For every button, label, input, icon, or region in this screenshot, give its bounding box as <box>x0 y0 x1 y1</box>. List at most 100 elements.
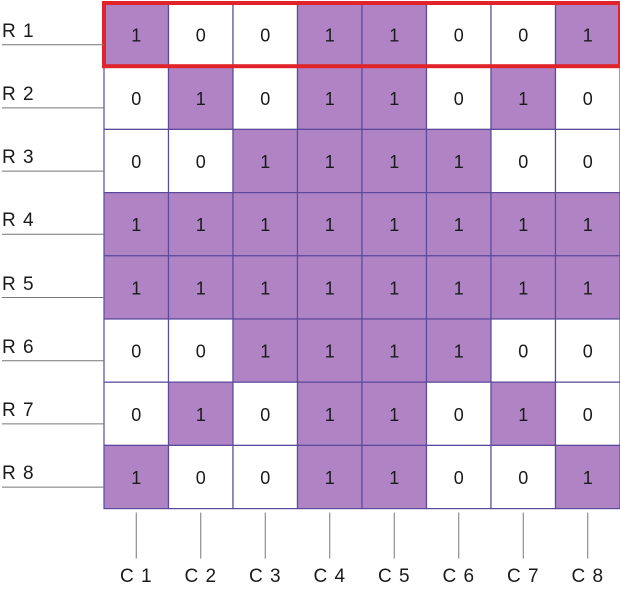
row-label: R 6 <box>2 336 35 358</box>
cell-value: 1 <box>518 89 528 109</box>
matrix-cell: 0 <box>425 381 492 447</box>
filled-cell-bg <box>232 192 299 257</box>
matrix-cell: 0 <box>103 128 170 194</box>
matrix-cell: 0 <box>554 65 620 130</box>
filled-cell-bg <box>232 128 299 194</box>
matrix-cell: 1 <box>554 2 620 67</box>
cell-value: 1 <box>131 215 141 235</box>
matrix-cell: 1 <box>296 444 363 510</box>
matrix-cell: 1 <box>296 381 363 447</box>
filled-cell-bg <box>361 318 428 383</box>
filled-cell-bg <box>296 255 363 320</box>
matrix-cell: 0 <box>232 444 299 510</box>
matrix-cell: 0 <box>425 2 492 67</box>
row-label: R 8 <box>2 463 35 485</box>
column-label: C 6 <box>442 566 476 587</box>
filled-cell-bg <box>490 381 557 447</box>
matrix-cell: 1 <box>490 255 557 320</box>
cell-value: 0 <box>518 152 528 172</box>
cell-value: 1 <box>389 342 399 362</box>
cell-value: 0 <box>131 152 141 172</box>
matrix-cell: 1 <box>361 444 428 510</box>
cell-value: 0 <box>260 405 270 425</box>
filled-cell-bg <box>361 381 428 447</box>
matrix-cell: 1 <box>490 381 557 447</box>
cell-value: 0 <box>131 89 141 109</box>
cell-value: 0 <box>518 468 528 488</box>
cell-value: 1 <box>260 342 270 362</box>
cell-value: 0 <box>583 89 593 109</box>
matrix-cell: 0 <box>103 381 170 447</box>
matrix-cell: 1 <box>296 318 363 383</box>
cell-value: 0 <box>454 89 464 109</box>
cell-value: 1 <box>196 215 206 235</box>
filled-cell-bg <box>103 444 170 510</box>
cell-value: 1 <box>325 342 335 362</box>
matrix-cell: 0 <box>425 65 492 130</box>
cell-value: 1 <box>325 278 335 298</box>
cell-value: 0 <box>454 26 464 46</box>
cell-value: 1 <box>454 215 464 235</box>
matrix-cell: 1 <box>361 255 428 320</box>
cell-value: 1 <box>325 89 335 109</box>
cell-value: 1 <box>260 278 270 298</box>
empty-cell-bg <box>167 128 234 194</box>
matrix-cell: 0 <box>490 2 557 67</box>
empty-cell-bg <box>103 318 170 383</box>
matrix-cell: 1 <box>167 65 234 130</box>
cell-value: 1 <box>260 215 270 235</box>
filled-cell-bg <box>361 65 428 130</box>
cell-value: 1 <box>583 278 593 298</box>
matrix-cell: 1 <box>232 255 299 320</box>
empty-cell-bg <box>425 444 492 510</box>
matrix-cell: 1 <box>232 192 299 257</box>
column-label: C 1 <box>119 566 153 587</box>
row-label: R 2 <box>2 83 35 105</box>
filled-cell-bg <box>296 381 363 447</box>
cell-value: 0 <box>260 26 270 46</box>
column-label: C 2 <box>184 566 218 587</box>
matrix-cell: 1 <box>554 192 620 257</box>
matrix-cell: 1 <box>103 192 170 257</box>
cell-value: 0 <box>131 405 141 425</box>
cell-value: 0 <box>454 405 464 425</box>
matrix-cell: 0 <box>103 318 170 383</box>
matrix-cell: 0 <box>103 65 170 130</box>
filled-cell-bg <box>490 255 557 320</box>
matrix-cell: 1 <box>103 255 170 320</box>
cell-value: 1 <box>518 215 528 235</box>
empty-cell-bg <box>425 2 492 67</box>
matrix-cell: 1 <box>361 318 428 383</box>
filled-cell-bg <box>554 255 620 320</box>
row-label: R 4 <box>2 210 35 232</box>
empty-cell-bg <box>103 381 170 447</box>
matrix-cell: 1 <box>167 192 234 257</box>
matrix-cell: 1 <box>361 2 428 67</box>
cell-value: 1 <box>389 278 399 298</box>
cell-value: 1 <box>518 405 528 425</box>
empty-cell-bg <box>554 381 620 447</box>
cell-value: 1 <box>325 215 335 235</box>
matrix-cell: 1 <box>103 2 170 67</box>
filled-cell-bg <box>232 318 299 383</box>
matrix-cell: 1 <box>361 65 428 130</box>
cell-value: 1 <box>325 405 335 425</box>
filled-cell-bg <box>554 2 620 67</box>
cell-value: 0 <box>454 468 464 488</box>
matrix-cell: 1 <box>490 192 557 257</box>
cell-value: 1 <box>131 468 141 488</box>
cell-value: 1 <box>454 342 464 362</box>
filled-cell-bg <box>554 192 620 257</box>
column-label: C 8 <box>571 566 605 587</box>
matrix-cell: 1 <box>296 128 363 194</box>
filled-cell-bg <box>296 444 363 510</box>
column-label: C 5 <box>377 566 411 587</box>
matrix-cell: 0 <box>232 65 299 130</box>
matrix-cell: 0 <box>232 2 299 67</box>
cell-value: 1 <box>389 405 399 425</box>
cell-value: 1 <box>196 405 206 425</box>
cell-value: 0 <box>196 468 206 488</box>
cell-value: 0 <box>583 342 593 362</box>
cell-value: 1 <box>389 215 399 235</box>
empty-cell-bg <box>554 318 620 383</box>
